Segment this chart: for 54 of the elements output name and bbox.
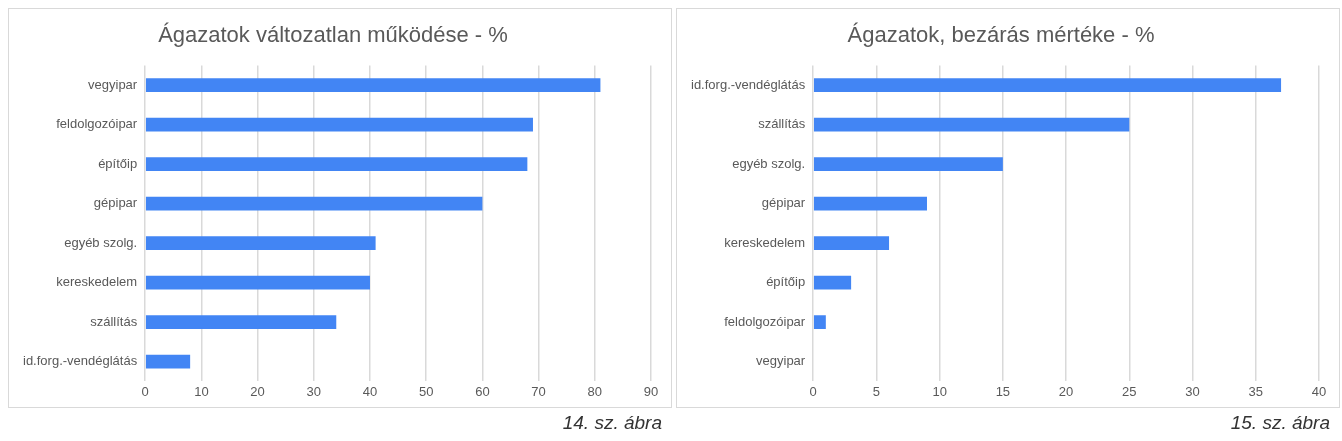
y-tick-label: id.forg.-vendéglátás — [690, 76, 806, 92]
bar — [813, 117, 1130, 132]
y-tick-label: építőip — [98, 155, 138, 171]
bar — [813, 157, 1003, 172]
x-tick-label: 0 — [141, 383, 149, 399]
bar — [145, 354, 191, 369]
bar — [813, 78, 1282, 93]
bar — [813, 236, 890, 251]
x-tick-label: 10 — [932, 383, 947, 399]
bar — [145, 117, 533, 132]
x-tick-label: 20 — [1058, 383, 1074, 399]
chart-title: Ágazatok, bezárás mértéke - % — [847, 22, 1155, 48]
x-tick-label: 50 — [418, 383, 434, 399]
y-tick-label: szállítás — [90, 313, 138, 329]
y-tick-label: építőip — [766, 274, 806, 290]
bar — [145, 157, 528, 172]
text: 14. sz. ábra — [561, 412, 663, 434]
x-tick-label: 70 — [531, 383, 546, 399]
y-tick-label: gépipar — [93, 195, 138, 211]
y-tick-label: id.forg.-vendéglátás — [22, 353, 138, 369]
x-tick-label: 20 — [250, 383, 265, 399]
x-tick-label: 30 — [306, 383, 322, 399]
x-tick-label: 5 — [872, 383, 881, 399]
bar — [813, 275, 852, 290]
chart-title: Ágazatok változatlan működése - % — [158, 22, 508, 48]
x-tick-label: 40 — [362, 383, 378, 399]
x-tick-label: 30 — [1185, 383, 1200, 399]
y-tick-label: kereskedelem — [56, 274, 138, 290]
bar — [813, 196, 927, 211]
x-tick-label: 15 — [995, 383, 1011, 399]
bar — [145, 196, 483, 211]
x-tick-label: 90 — [643, 383, 659, 399]
bar — [145, 236, 376, 251]
x-tick-label: 60 — [475, 383, 490, 399]
y-tick-label: feldolgozóipar — [56, 116, 138, 132]
y-tick-label: vegyipar — [88, 76, 138, 92]
x-tick-label: 0 — [809, 383, 817, 399]
bar — [145, 78, 601, 93]
y-tick-label: gépipar — [761, 195, 806, 211]
y-tick-label: feldolgozóipar — [724, 313, 806, 329]
x-tick-label: 40 — [1311, 383, 1327, 399]
x-tick-label: 80 — [587, 383, 603, 399]
y-tick-label: egyéb szolg. — [732, 155, 806, 171]
y-tick-label: egyéb szolg. — [64, 234, 138, 250]
x-tick-label: 35 — [1248, 383, 1264, 399]
x-tick-label: 25 — [1122, 383, 1137, 399]
bar — [145, 275, 370, 290]
x-tick-label: 10 — [194, 383, 209, 399]
bar — [813, 315, 826, 330]
y-tick-label: kereskedelem — [724, 234, 806, 250]
bar — [145, 315, 337, 330]
y-tick-label: szállítás — [758, 116, 806, 132]
text: 15. sz. ábra — [1229, 412, 1331, 434]
y-tick-label: vegyipar — [756, 353, 806, 369]
